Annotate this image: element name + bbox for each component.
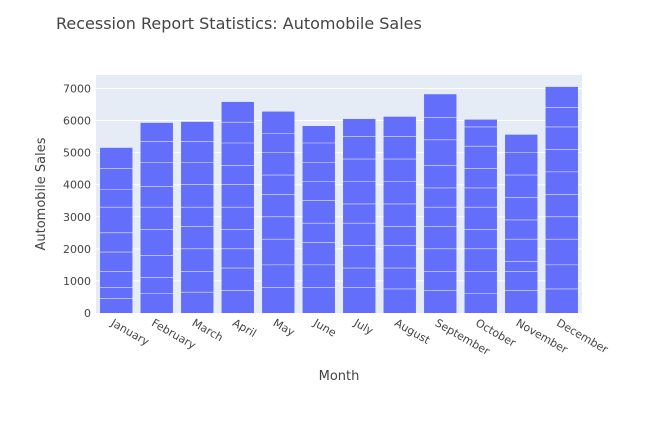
y-tick-label: 7000 bbox=[63, 82, 91, 95]
bar-june[interactable] bbox=[302, 126, 335, 313]
x-tick-label: June bbox=[310, 316, 338, 340]
bar-may[interactable] bbox=[262, 111, 295, 313]
y-tick-label: 1000 bbox=[63, 275, 91, 288]
bar-april[interactable] bbox=[221, 101, 254, 314]
y-axis-label: Automobile Sales bbox=[34, 137, 49, 250]
bar-march[interactable] bbox=[181, 121, 214, 313]
x-tick-label: February bbox=[149, 316, 198, 352]
x-tick-label: August bbox=[392, 316, 432, 347]
chart-title: Recession Report Statistics: Automobile … bbox=[56, 14, 422, 33]
bar-september[interactable] bbox=[424, 94, 457, 313]
bars bbox=[100, 86, 578, 314]
x-tick-label: April bbox=[230, 316, 258, 340]
y-tick-label: 0 bbox=[84, 307, 91, 320]
x-tick-label: January bbox=[108, 316, 152, 349]
x-axis-label: Month bbox=[319, 369, 360, 384]
bar-november[interactable] bbox=[505, 134, 538, 313]
y-tick-label: 3000 bbox=[63, 211, 91, 224]
bar-december[interactable] bbox=[545, 86, 578, 314]
y-tick-label: 5000 bbox=[63, 147, 91, 160]
x-tick-label: May bbox=[271, 316, 298, 339]
grid bbox=[96, 75, 582, 313]
bar-february[interactable] bbox=[140, 122, 173, 313]
plot-background bbox=[96, 75, 582, 313]
bar-july[interactable] bbox=[343, 118, 376, 314]
y-tick-label: 2000 bbox=[63, 243, 91, 256]
y-tick-label: 6000 bbox=[63, 115, 91, 128]
bar-january[interactable] bbox=[100, 147, 133, 313]
bar-august[interactable] bbox=[383, 116, 416, 313]
x-tick-label: July bbox=[351, 316, 376, 338]
y-tick-label: 4000 bbox=[63, 179, 91, 192]
bar-october[interactable] bbox=[464, 119, 497, 314]
